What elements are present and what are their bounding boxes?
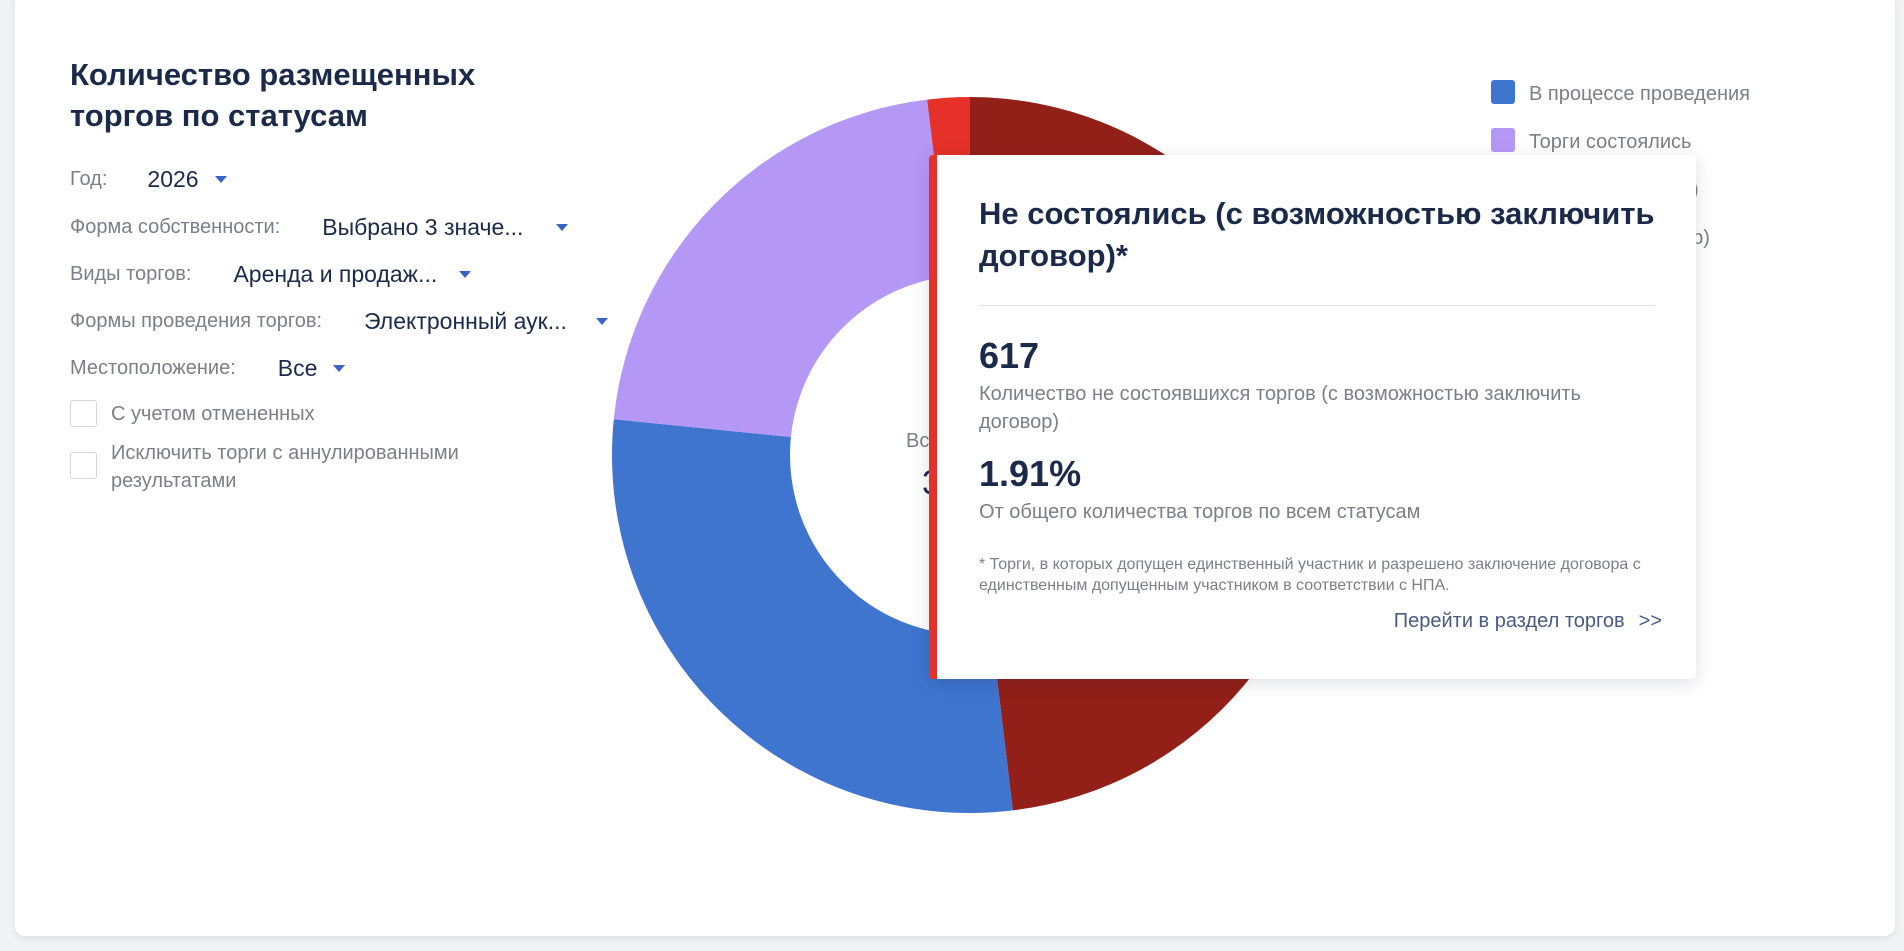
filter-year: Год: 2026 [70,166,227,193]
checkbox-box[interactable] [70,452,97,479]
filter-ownership-dropdown[interactable]: Выбрано 3 значе... [322,214,524,240]
filter-trade-form-dropdown[interactable]: Электронный аук... [364,308,567,334]
go-to-trades-link-label: Перейти в раздел торгов [1393,610,1625,632]
checkbox-label: Исключить торги с аннулированными резуль… [111,442,459,492]
filter-trade-types-dropdown[interactable]: Аренда и продаж... [233,261,438,287]
filter-ownership-label: Форма собственности: [70,216,281,238]
tooltip-percent-description: От общего количества торгов по всем стат… [979,501,1421,523]
chart-title: Количество размещенных торгов по статуса… [70,57,476,133]
chevron-down-icon[interactable] [556,224,569,231]
donut-segment-1[interactable] [612,419,1013,813]
filter-trade-types: Виды торгов: Аренда и продаж... [70,261,472,288]
filter-ownership: Форма собственности: Выбрано 3 значе... [70,214,569,241]
legend-swatch [1491,128,1515,152]
filter-location: Местоположение: Все [70,355,346,382]
tooltip-title: Не состоялись (с возможностью заключить … [979,196,1655,273]
chevron-down-icon[interactable] [596,318,609,325]
donut-center-label: Вс [906,430,930,452]
chevron-down-icon[interactable] [333,365,346,372]
chevron-down-icon[interactable] [459,271,472,278]
checkbox-exclude-annulled[interactable]: Исключить торги с аннулированными резуль… [70,439,531,495]
checkbox-include-cancelled[interactable]: С учетом отмененных [70,400,531,428]
donut-segment-2[interactable] [613,99,949,438]
go-to-trades-link[interactable]: Перейти в раздел торгов >> [1394,610,1662,633]
tooltip-count: 617 [979,335,1040,376]
tooltip-divider [979,305,1655,306]
segment-tooltip: Не состоялись (с возможностью заключить … [929,155,1696,679]
filter-year-dropdown[interactable]: 2026 [147,166,199,192]
tooltip-percent: 1.91% [979,453,1082,494]
chevron-down-icon[interactable] [214,176,227,183]
legend-item[interactable]: В процессе проведения [1491,80,1891,108]
filter-trade-form: Формы проведения торгов: Электронный аук… [70,308,609,335]
legend-item[interactable]: Торги состоялись [1491,128,1891,156]
checkbox-box[interactable] [70,400,97,427]
legend-swatch [1491,80,1515,104]
tooltip-footnote: * Торги, в которых допущен единственный … [979,556,1641,594]
tooltip-count-description: Количество не состоявшихся торгов (с воз… [979,383,1581,433]
legend-label: Торги состоялись [1529,131,1692,153]
double-chevron-right-icon: >> [1638,610,1662,632]
filter-location-dropdown[interactable]: Все [277,355,318,381]
filter-year-label: Год: [70,168,108,190]
legend-label: В процессе проведения [1529,83,1751,105]
filter-trade-form-label: Формы проведения торгов: [70,310,323,332]
filter-trade-types-label: Виды торгов: [70,263,192,285]
filter-location-label: Местоположение: [70,357,236,379]
checkbox-label: С учетом отмененных [111,403,315,425]
